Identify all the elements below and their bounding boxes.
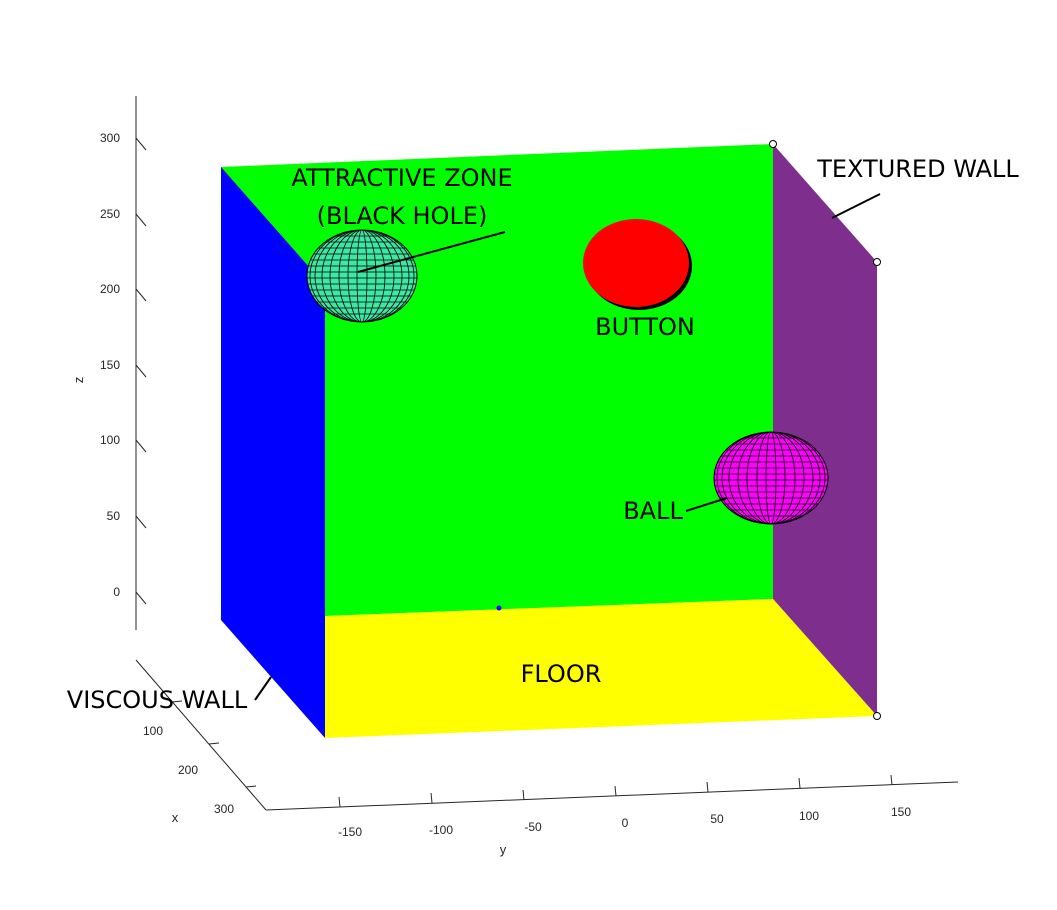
attractive-zone-outline (306, 229, 418, 323)
viscous-wall (221, 167, 325, 738)
y-tick-label: -100 (429, 823, 453, 837)
mesh-meridian (329, 230, 395, 322)
mesh-meridian (356, 230, 368, 322)
textured-wall-label: TEXTURED WALL (816, 155, 1019, 183)
black-hole-label: (BLACK HOLE) (317, 202, 488, 230)
ball-sphere (713, 431, 829, 525)
z-tick (135, 288, 147, 302)
z-tick-label: 250 (100, 207, 120, 221)
z-axis-label: z (71, 377, 86, 384)
mesh-meridian (765, 432, 777, 524)
z-tick-label: 0 (113, 585, 120, 599)
x-tick-label: 100 (143, 724, 163, 738)
z-axis: 300 250 200 150 100 50 0 z (71, 96, 147, 630)
x-tick (208, 742, 220, 745)
y-axis-label: y (500, 842, 507, 857)
mesh-meridian (746, 432, 796, 524)
mesh-meridian (321, 230, 403, 322)
corner-marker (873, 258, 881, 266)
button-label: BUTTON (595, 313, 695, 341)
y-tick-label: 100 (799, 809, 819, 823)
mesh-meridian (721, 432, 821, 524)
textured-wall (773, 144, 877, 716)
x-axis-label: x (172, 810, 179, 825)
ball-pointer (685, 497, 728, 512)
ball-label: BALL (623, 497, 683, 525)
x-axis-line (135, 659, 267, 811)
mesh-meridian (347, 230, 377, 322)
viscous-wall-pointer (254, 676, 272, 701)
y-tick-label: -150 (338, 825, 362, 839)
mesh-meridian (728, 432, 814, 524)
y-axis: -150 -100 -50 0 50 100 150 y (265, 774, 959, 857)
z-tick (135, 213, 147, 227)
ball-outline (713, 431, 829, 525)
y-tick-label: -50 (524, 820, 542, 834)
textured-wall-pointer (831, 193, 881, 219)
attractive-zone-pointer (357, 231, 506, 273)
mesh-meridian (314, 230, 410, 322)
x-tick-label: 300 (214, 802, 234, 816)
origin-marker (496, 605, 502, 611)
corner-marker (769, 140, 777, 148)
z-tick (135, 364, 147, 378)
y-tick (614, 785, 617, 797)
y-tick (798, 777, 801, 789)
y-tick (430, 792, 433, 804)
z-tick-label: 100 (100, 433, 120, 447)
y-tick (522, 789, 525, 801)
y-tick (890, 774, 893, 786)
mesh-meridian (737, 432, 805, 524)
mesh-meridian (756, 432, 786, 524)
z-tick (135, 591, 147, 605)
mesh-meridian (716, 432, 826, 524)
z-tick-label: 300 (100, 131, 120, 145)
y-tick-label: 50 (710, 812, 724, 826)
mesh-meridian (338, 230, 386, 322)
viscous-wall-label: VISCOUS WALL (67, 686, 248, 714)
mesh-meridian (309, 230, 415, 322)
x-axis: 100 200 300 x (135, 659, 267, 825)
x-tick (245, 785, 257, 788)
floor (325, 599, 877, 738)
x-tick (171, 700, 183, 703)
z-tick-label: 50 (107, 509, 121, 523)
z-tick-label: 150 (100, 358, 120, 372)
y-tick-label: 150 (891, 805, 911, 819)
y-axis-line (265, 781, 959, 811)
z-tick-label: 200 (100, 282, 120, 296)
x-tick-label: 200 (178, 763, 198, 777)
y-tick (706, 781, 709, 793)
y-tick-label: 0 (622, 816, 629, 830)
attractive-zone-label: ATTRACTIVE ZONE (291, 164, 512, 192)
z-tick (135, 515, 147, 529)
z-tick (135, 439, 147, 453)
z-tick (135, 137, 147, 151)
y-tick (338, 796, 341, 808)
button-disc (583, 219, 689, 307)
corner-marker (873, 712, 881, 720)
floor-label: FLOOR (521, 660, 602, 688)
